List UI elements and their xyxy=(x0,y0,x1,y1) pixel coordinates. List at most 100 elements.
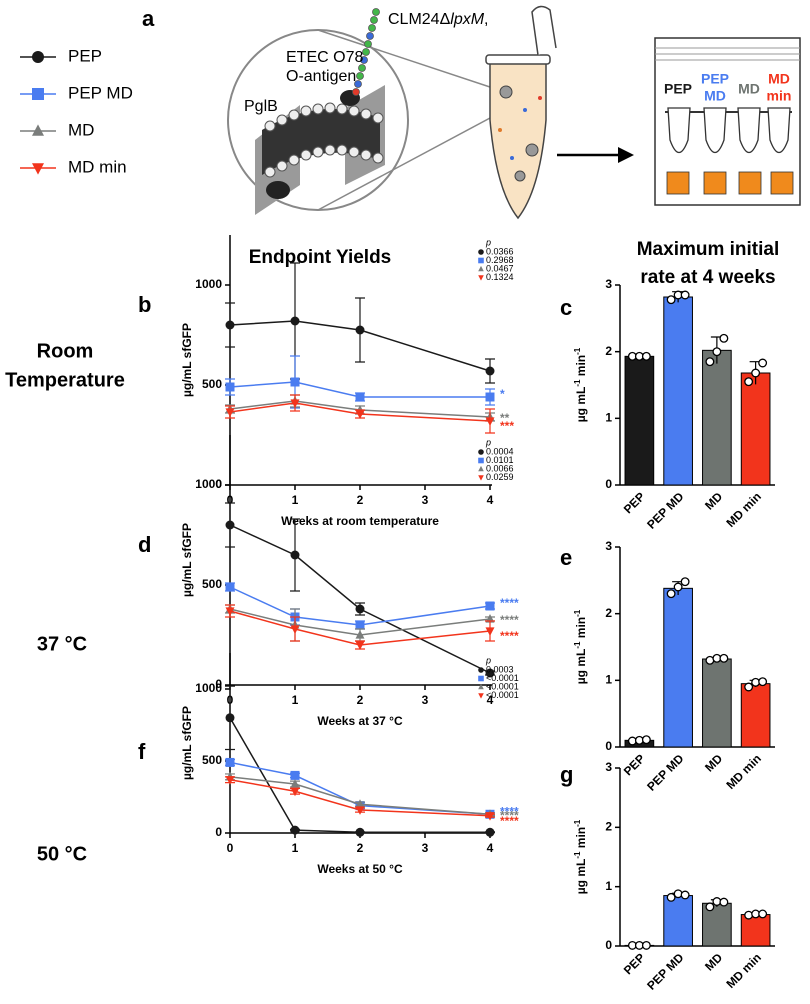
strain-label: CLM24ΔlpxM, xyxy=(388,11,489,28)
data-point xyxy=(225,408,235,417)
x-tick-label: 1 xyxy=(292,493,299,507)
data-point xyxy=(485,812,495,821)
y-tick-label: 500 xyxy=(202,753,222,767)
x-axis-title: Weeks at 37 °C xyxy=(317,714,403,728)
p-value: <0.0001 xyxy=(486,681,519,691)
box-label: min xyxy=(767,88,792,104)
y-tick-label: 2 xyxy=(605,820,612,834)
replicate-point xyxy=(758,358,768,368)
data-point xyxy=(290,550,300,560)
replicate-point xyxy=(744,377,754,387)
legend-marker xyxy=(32,88,44,100)
x-tick-label: PEP MD xyxy=(644,751,687,794)
data-point xyxy=(355,806,365,815)
y-axis-title: µg mL-1 min-1 xyxy=(573,819,589,894)
legend-label: PEP MD xyxy=(68,83,133,102)
x-axis-title: Weeks at room temperature xyxy=(281,514,439,528)
data-point xyxy=(225,320,235,330)
significance: **** xyxy=(500,629,519,643)
data-point xyxy=(290,377,300,387)
box-label: PEP xyxy=(664,81,692,97)
heading: rate at 4 weeks xyxy=(640,267,775,288)
panel-label: b xyxy=(138,292,151,317)
replicate-point xyxy=(719,333,729,343)
data-point xyxy=(355,827,365,837)
legend-marker xyxy=(478,257,484,264)
y-tick-label: 1 xyxy=(605,673,612,687)
series-line xyxy=(229,608,491,636)
y-axis-title-part: min xyxy=(574,617,588,642)
replicate-point xyxy=(673,582,683,592)
p-value: 0.0366 xyxy=(486,246,514,256)
data-point xyxy=(225,757,235,767)
heading: Maximum initial xyxy=(637,239,780,260)
y-axis-title-part: µg mL xyxy=(574,387,588,423)
y-tick-label: 0 xyxy=(215,477,222,491)
strain-gene: lpxM xyxy=(450,11,484,28)
x-tick-label: 2 xyxy=(357,693,364,707)
y-tick-label: 0 xyxy=(215,677,222,691)
bar xyxy=(702,349,732,486)
y-axis-title-part: -1 xyxy=(573,609,582,617)
replicate-point xyxy=(712,347,722,357)
x-tick-label: 3 xyxy=(422,841,429,855)
data-point xyxy=(485,668,495,678)
box-label: MD xyxy=(704,88,726,104)
data-point xyxy=(290,399,300,408)
p-value: 0.0066 xyxy=(486,463,514,473)
y-tick-label: 0 xyxy=(215,825,222,839)
y-tick-label: 1 xyxy=(605,879,612,893)
y-axis-title-part: -1 xyxy=(573,641,582,649)
x-tick-label: 3 xyxy=(422,493,429,507)
bar xyxy=(740,372,771,486)
p-value: <0.0001 xyxy=(486,673,519,683)
y-axis-title-part: min xyxy=(574,355,588,380)
bar xyxy=(663,587,693,748)
legend-label: MD min xyxy=(68,157,127,176)
data-point xyxy=(355,799,365,808)
replicate-point xyxy=(719,897,729,907)
y-tick-label: 1 xyxy=(605,411,612,425)
y-tick-label: 500 xyxy=(202,377,222,391)
replicate-point xyxy=(666,892,676,902)
x-tick-label: PEP xyxy=(621,489,648,516)
panel-label: e xyxy=(560,545,572,570)
x-tick-label: PEP MD xyxy=(644,950,687,993)
replicate-point xyxy=(641,940,651,950)
legend-marker xyxy=(478,265,484,272)
x-tick-label: 4 xyxy=(487,693,494,707)
replicate-point xyxy=(673,889,683,899)
replicate-point xyxy=(719,653,729,663)
data-point xyxy=(225,776,235,785)
x-tick-label: 1 xyxy=(292,841,299,855)
x-tick-label: 3 xyxy=(422,693,429,707)
legend-label: MD xyxy=(68,120,94,139)
y-axis-title-part: µg mL xyxy=(574,859,588,895)
significance: ** xyxy=(500,411,510,425)
replicate-point xyxy=(666,295,676,305)
significance: **** xyxy=(500,808,519,822)
legend-marker xyxy=(478,457,484,464)
data-point xyxy=(485,366,495,376)
y-tick-label: 3 xyxy=(605,277,612,291)
p-value: 0.0467 xyxy=(486,263,514,273)
replicate-point xyxy=(705,357,715,367)
legend-label: PEP xyxy=(68,46,102,65)
y-axis-title: µg/mL sfGFP xyxy=(180,523,194,597)
x-tick-label: 4 xyxy=(487,493,494,507)
data-point xyxy=(225,607,235,616)
p-header: p xyxy=(485,237,491,247)
series-line xyxy=(229,610,491,646)
series-line xyxy=(229,586,491,626)
p-value: <0.0001 xyxy=(486,690,519,700)
replicate-point xyxy=(680,577,690,587)
replicate-point xyxy=(744,682,754,692)
legend-marker xyxy=(478,693,484,699)
data-point xyxy=(355,325,365,335)
panel-label: g xyxy=(560,762,573,787)
data-point xyxy=(485,627,495,636)
bar xyxy=(663,895,693,947)
series-line xyxy=(229,776,491,816)
x-tick-label: MD min xyxy=(723,489,764,530)
